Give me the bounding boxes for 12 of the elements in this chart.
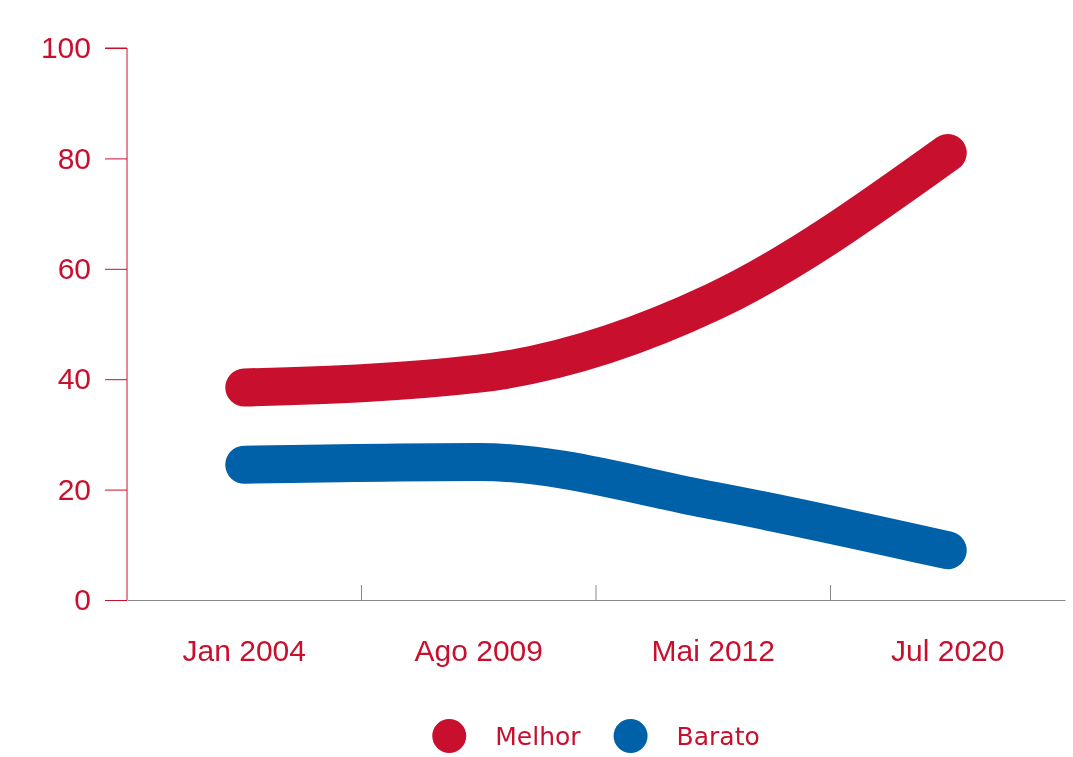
x-tick-label: Jan 2004 [182,634,306,668]
y-tick-label: 40 [57,362,91,396]
x-tick-label: Mai 2012 [651,634,775,668]
y-tick-label: 0 [74,583,91,617]
legend-label: Melhor [495,722,582,751]
x-tick-label: Jul 2020 [891,634,1005,668]
x-tick-label: Ago 2009 [414,634,543,668]
legend-label: Barato [676,722,760,751]
y-tick-label: 20 [57,472,91,506]
y-tick-label: 60 [57,251,91,285]
y-tick-label: 80 [57,141,91,175]
y-tick-label: 100 [40,31,91,65]
